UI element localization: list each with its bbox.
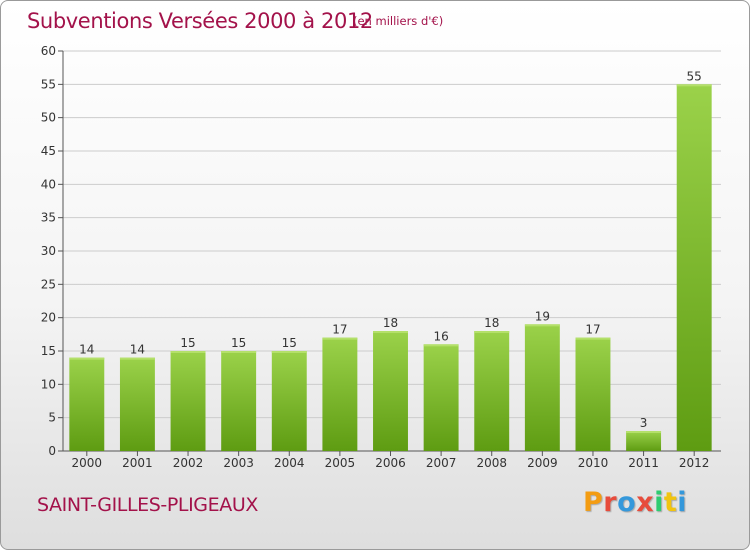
logo-letter: i bbox=[677, 487, 688, 518]
x-tick-label: 2004 bbox=[274, 456, 305, 470]
data-label: 3 bbox=[640, 416, 648, 430]
bar bbox=[119, 357, 155, 451]
logo-letter: x bbox=[636, 487, 655, 518]
y-tick-label: 40 bbox=[41, 177, 56, 191]
bar-top-edge bbox=[119, 357, 155, 360]
x-tick-label: 2001 bbox=[122, 456, 153, 470]
bar bbox=[69, 357, 105, 451]
data-label: 15 bbox=[282, 336, 297, 350]
x-tick-label: 2007 bbox=[426, 456, 457, 470]
data-label: 16 bbox=[433, 329, 448, 343]
data-label: 55 bbox=[687, 69, 702, 83]
data-label: 15 bbox=[180, 336, 195, 350]
commune-name: SAINT-GILLES-PLIGEAUX bbox=[37, 494, 258, 516]
bar bbox=[524, 324, 560, 451]
y-tick-label: 60 bbox=[41, 44, 56, 58]
y-tick-label: 25 bbox=[41, 277, 56, 291]
y-tick-label: 15 bbox=[41, 344, 56, 358]
x-tick-label: 2011 bbox=[628, 456, 659, 470]
data-label: 17 bbox=[585, 323, 600, 337]
bar-top-edge bbox=[373, 331, 408, 333]
x-tick-label: 2009 bbox=[527, 456, 558, 470]
bar bbox=[575, 337, 611, 451]
bar bbox=[423, 344, 459, 451]
y-tick-label: 10 bbox=[41, 377, 56, 391]
data-label: 15 bbox=[231, 336, 246, 350]
data-label: 19 bbox=[535, 309, 550, 323]
bar-top-edge bbox=[626, 431, 662, 433]
data-label: 17 bbox=[332, 323, 347, 337]
bar bbox=[322, 337, 358, 451]
bar bbox=[221, 351, 257, 451]
bar-top-edge bbox=[474, 331, 510, 333]
logo-letter: i bbox=[654, 487, 664, 518]
x-tick-label: 2012 bbox=[679, 456, 710, 470]
bar bbox=[676, 84, 712, 451]
y-tick-label: 20 bbox=[41, 311, 56, 325]
x-tick-label: 2003 bbox=[223, 456, 254, 470]
y-tick-label: 45 bbox=[41, 144, 56, 158]
chart-title: Subventions Versées 2000 à 2012 bbox=[27, 9, 373, 33]
bar-top-edge bbox=[676, 84, 712, 87]
chart-subtitle: (en milliers d'€) bbox=[353, 14, 444, 28]
logo-letter: t bbox=[663, 487, 678, 518]
x-tick-label: 2006 bbox=[375, 456, 406, 470]
data-label: 14 bbox=[130, 343, 145, 357]
logo-letter: r bbox=[603, 487, 618, 518]
x-tick-label: 2000 bbox=[72, 456, 103, 470]
y-tick-label: 35 bbox=[41, 211, 56, 225]
logo-letter: o bbox=[617, 487, 637, 518]
bar-top-edge bbox=[423, 344, 459, 347]
y-tick-label: 5 bbox=[48, 411, 56, 425]
y-tick-label: 0 bbox=[48, 444, 56, 458]
bar bbox=[170, 351, 206, 451]
bar bbox=[626, 431, 662, 451]
bar-top-edge bbox=[271, 351, 307, 353]
bar bbox=[373, 331, 408, 451]
data-label: 14 bbox=[79, 343, 94, 357]
bar-top-edge bbox=[322, 337, 358, 340]
bar-top-edge bbox=[575, 337, 611, 340]
x-tick-label: 2010 bbox=[578, 456, 609, 470]
bar-top-edge bbox=[69, 357, 105, 360]
x-tick-label: 2002 bbox=[173, 456, 204, 470]
y-tick-label: 50 bbox=[41, 111, 56, 125]
data-label: 18 bbox=[484, 316, 499, 330]
bar-top-edge bbox=[170, 351, 206, 353]
logo-letter: P bbox=[583, 487, 604, 518]
labels: 0 5 10 15 20 25 30 35 40 45 50 55 60 14 2000 14 2001 15 20… bbox=[41, 44, 710, 470]
data-label: 18 bbox=[383, 316, 398, 330]
bar-top-edge bbox=[221, 351, 257, 353]
proxiti-logo[interactable]: Proxiti bbox=[583, 487, 687, 518]
y-tick-label: 30 bbox=[41, 244, 56, 258]
x-tick-label: 2008 bbox=[476, 456, 507, 470]
bars bbox=[69, 84, 712, 451]
bar-top-edge bbox=[524, 324, 560, 327]
x-tick-label: 2005 bbox=[325, 456, 356, 470]
y-tick-label: 55 bbox=[41, 77, 56, 91]
bar bbox=[474, 331, 510, 451]
bar bbox=[271, 351, 307, 451]
